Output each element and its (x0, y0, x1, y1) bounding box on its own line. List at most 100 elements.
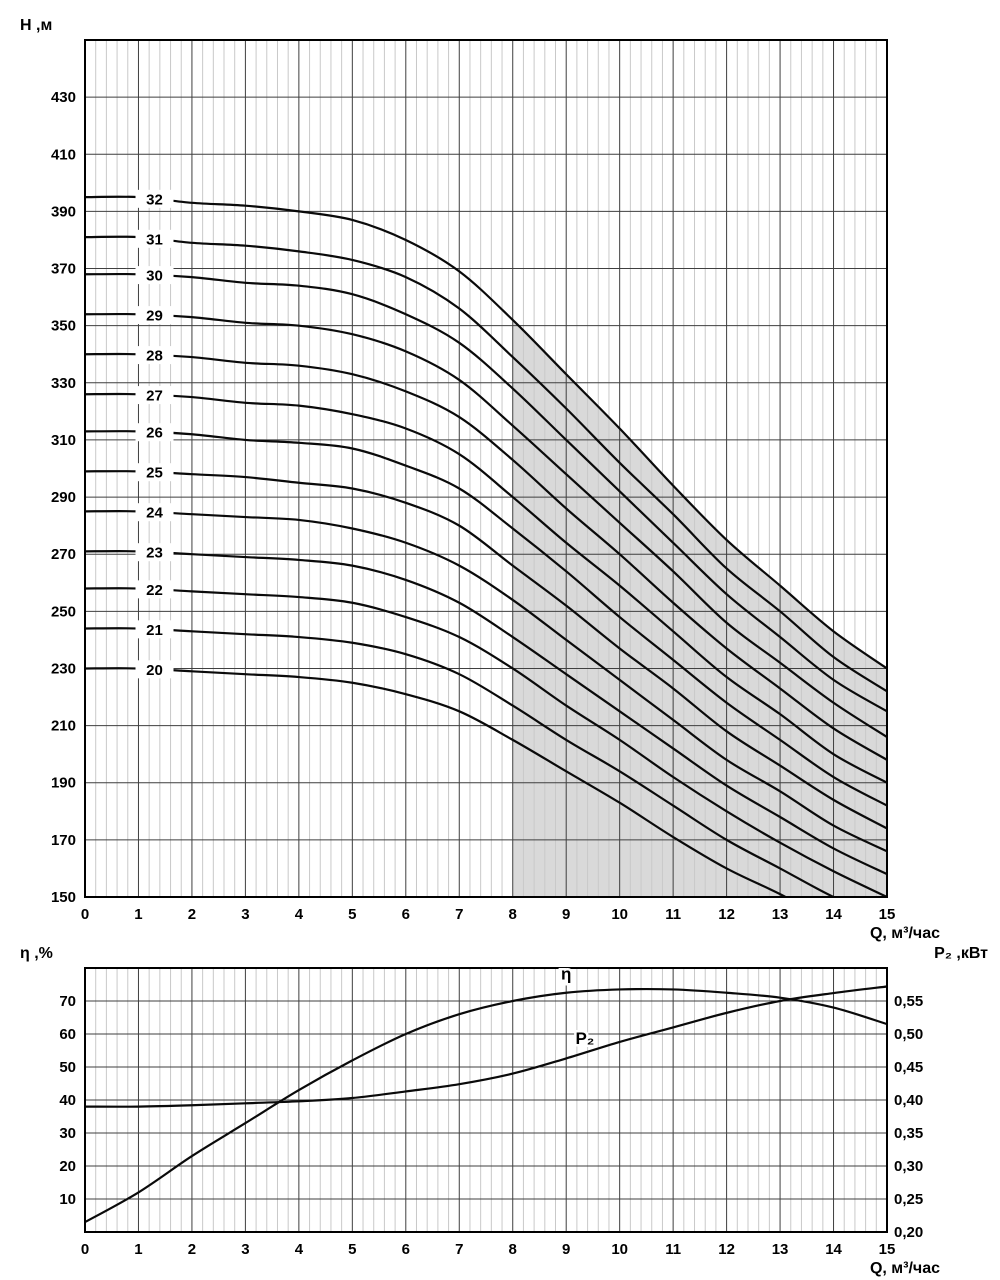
y-tick-label: 430 (51, 89, 76, 106)
right-tick-label: 0,45 (894, 1059, 923, 1076)
curve-label-p2: P₂ (575, 1029, 594, 1048)
stage-label-box (135, 660, 174, 679)
x-tick-label: 3 (241, 906, 249, 923)
x-tick-label: 12 (718, 1241, 735, 1258)
x-tick-label: 8 (509, 1241, 517, 1258)
x-tick-label: 4 (295, 906, 304, 923)
head-curve-24 (85, 510, 887, 853)
left-tick-label: 60 (59, 1026, 76, 1043)
y-tick-label: 290 (51, 489, 76, 506)
stage-label-box (135, 306, 174, 325)
stage-label: 24 (146, 505, 163, 522)
stage-label: 20 (146, 662, 163, 679)
head-curve-21 (85, 627, 837, 897)
y-tick-label: 210 (51, 718, 76, 735)
y-tick-label: 370 (51, 261, 76, 278)
stage-label: 21 (146, 622, 163, 639)
right-axis-title: P₂ ,кВт (934, 945, 988, 962)
left-axis-title: η ,% (20, 945, 53, 962)
x-tick-label: 7 (455, 906, 463, 923)
y-tick-label: 170 (51, 832, 76, 849)
x-tick-label: 6 (402, 906, 410, 923)
y-tick-label: 350 (51, 318, 76, 335)
y-tick-label: 410 (51, 146, 76, 163)
stage-label: 29 (146, 308, 163, 325)
x-tick-label: 7 (455, 1241, 463, 1258)
x-tick-label: 13 (772, 1241, 789, 1258)
left-tick-label: 10 (59, 1191, 76, 1208)
x-tick-label: 4 (295, 1241, 304, 1258)
right-tick-label: 0,20 (894, 1224, 923, 1241)
plot-border (84, 39, 888, 898)
x-tick-label: 3 (241, 1241, 249, 1258)
y-tick-label: 310 (51, 432, 76, 449)
right-tick-label: 0,25 (894, 1191, 923, 1208)
x-tick-label: 14 (825, 1241, 842, 1258)
stage-label-box (135, 580, 174, 599)
right-tick-label: 0,55 (894, 993, 923, 1010)
x-tick-label: 8 (509, 906, 517, 923)
stage-label-box (135, 229, 174, 248)
left-tick-label: 70 (59, 993, 76, 1010)
x-tick-label: 10 (611, 906, 628, 923)
stage-label-box (135, 543, 174, 562)
efficiency-curve (85, 987, 887, 1224)
x-tick-label: 10 (611, 1241, 628, 1258)
head-curve-25 (85, 470, 887, 830)
head-curve-20 (85, 667, 788, 897)
x-tick-label: 6 (402, 1241, 410, 1258)
right-tick-label: 0,30 (894, 1158, 923, 1175)
stage-label-box (135, 266, 174, 285)
y-tick-label: 250 (51, 603, 76, 620)
stage-label-box (135, 503, 174, 522)
stage-label: 27 (146, 388, 163, 405)
stage-label: 30 (146, 268, 163, 285)
recommended-range-shading (512, 319, 887, 897)
x-tick-label: 13 (772, 906, 789, 923)
head-curve-22 (85, 587, 887, 897)
right-tick-label: 0,50 (894, 1026, 923, 1043)
right-tick-label: 0,40 (894, 1092, 923, 1109)
stage-label-box (135, 189, 174, 208)
head-curve-28 (85, 352, 887, 761)
head-curve-23 (85, 550, 887, 876)
stage-label: 28 (146, 348, 163, 365)
x-tick-label: 5 (348, 906, 356, 923)
x-tick-label: 0 (81, 1241, 89, 1258)
stage-label-box (135, 386, 174, 405)
stage-label: 22 (146, 582, 163, 599)
x-axis-title: Q, м³/час (870, 1260, 940, 1277)
right-tick-label: 0,35 (894, 1125, 923, 1142)
x-tick-label: 9 (562, 906, 570, 923)
x-tick-label: 11 (665, 1241, 681, 1258)
stage-label: 23 (146, 545, 163, 562)
y-tick-label: 390 (51, 203, 76, 220)
y-tick-label: 270 (51, 546, 76, 563)
stage-label: 26 (146, 425, 163, 442)
x-tick-label: 1 (134, 1241, 142, 1258)
x-tick-label: 15 (879, 906, 896, 923)
head-curve-31 (85, 235, 887, 693)
stage-label-box (135, 346, 174, 365)
stage-label-box (135, 620, 174, 639)
head-curve-32 (85, 195, 887, 670)
stage-label: 25 (146, 465, 163, 482)
x-tick-label: 0 (81, 906, 89, 923)
power-curve (85, 985, 887, 1108)
stage-label: 31 (146, 231, 163, 248)
x-tick-label: 2 (188, 906, 196, 923)
x-tick-label: 11 (665, 906, 681, 923)
x-tick-label: 2 (188, 1241, 196, 1258)
left-tick-label: 20 (59, 1158, 76, 1175)
head-curve-29 (85, 312, 887, 738)
y-tick-label: 230 (51, 660, 76, 677)
head-curve-30 (85, 272, 887, 713)
stage-label-box (135, 463, 174, 482)
curve-label-eta: η (561, 965, 571, 984)
plot-border (84, 967, 888, 1233)
x-tick-label: 5 (348, 1241, 356, 1258)
left-tick-label: 50 (59, 1059, 76, 1076)
